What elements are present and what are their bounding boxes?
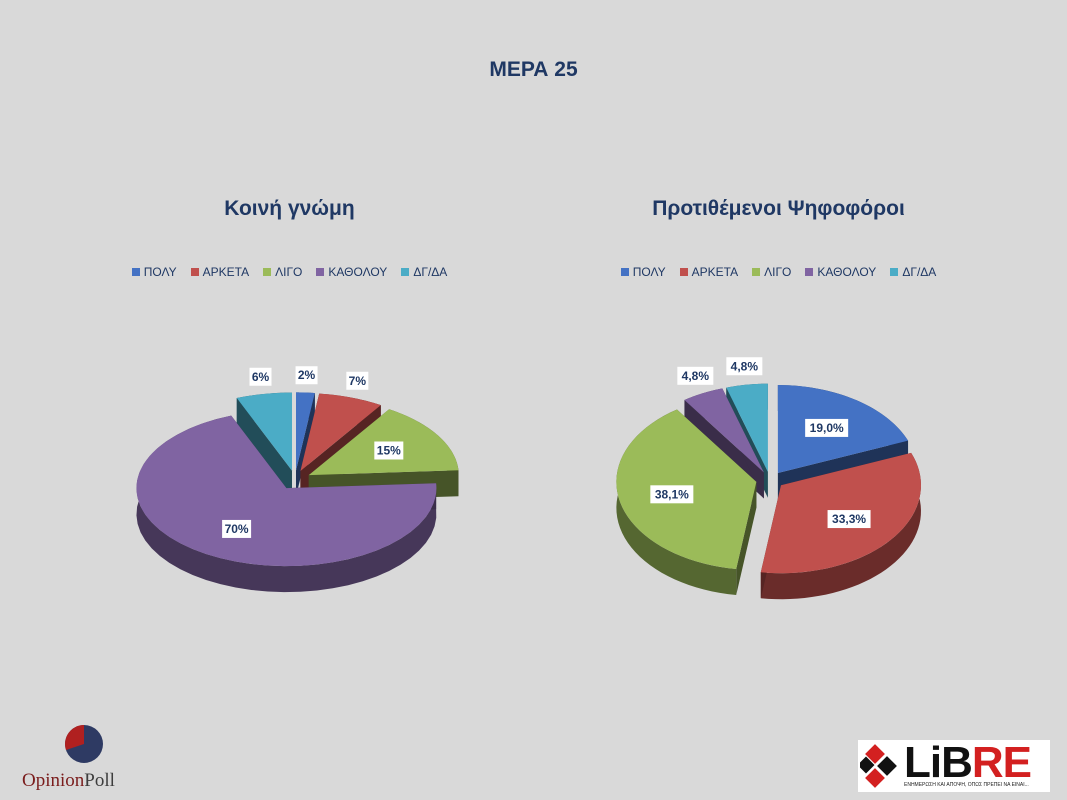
legend-swatch: [620, 268, 629, 276]
pie-slice-wall: [616, 409, 737, 595]
pie-slice-δγ/δα: [236, 392, 293, 497]
data-label: 15%: [374, 441, 404, 460]
opinionpoll-logo: OpinionPoll: [22, 722, 142, 792]
legend-swatch: [316, 268, 325, 276]
data-label: 33,3%: [827, 510, 871, 529]
legend-likely-voters: ΠΟΛΥ ΑΡΚΕΤΑ ΛΙΓΟ ΚΑΘΟΛΟΥ ΔΓ/ΔΑ: [512, 265, 1045, 279]
svg-text:38,1%: 38,1%: [655, 487, 689, 501]
legend-item-poly: ΠΟΛΥ: [620, 265, 666, 279]
legend-item-katholou: ΚΑΘΟΛΟΥ: [805, 265, 876, 279]
legend-label: ΛΙΓΟ: [764, 265, 792, 279]
legend-label: ΠΟΛΥ: [143, 265, 177, 279]
svg-text:4,8%: 4,8%: [731, 359, 759, 373]
legend-label: ΔΓ/ΔΑ: [413, 265, 448, 279]
legend-label: ΑΡΚΕΤΑ: [691, 265, 739, 279]
legend-swatch: [263, 268, 272, 276]
svg-text:33,3%: 33,3%: [832, 512, 866, 526]
pie-slice-top: [296, 392, 315, 471]
data-label: 4,8%: [677, 366, 714, 385]
libre-logo: LiBRE ΕΝΗΜΕΡΩΣΗ ΚΑΙ ΑΠΟΨΗ, ΟΠΩΣ ΠΡΕΠΕΙ Ν…: [858, 738, 1050, 792]
libre-logo-icon: [860, 744, 897, 788]
pie-slice-top: [236, 392, 293, 471]
data-label: 4,8%: [726, 357, 763, 376]
data-label: 38,1%: [650, 485, 694, 504]
legend-label: ΠΟΛΥ: [632, 265, 666, 279]
pie-slice-top: [300, 393, 381, 471]
page-title: ΜΕΡΑ 25: [489, 58, 578, 81]
legend-item-ligo: ΛΙΓΟ: [752, 265, 791, 279]
legend-label: ΔΓ/ΔΑ: [902, 265, 937, 279]
svg-text:70%: 70%: [225, 522, 249, 536]
legend-swatch: [131, 268, 140, 276]
legend-swatch: [890, 268, 899, 276]
legend-swatch: [805, 268, 814, 276]
data-label: 19,0%: [805, 418, 849, 437]
legend-item-dgda: ΔΓ/ΔΑ: [401, 265, 447, 279]
pie-slice-top: [726, 383, 768, 472]
svg-text:2%: 2%: [298, 368, 316, 382]
legend-swatch: [401, 268, 410, 276]
legend-swatch: [190, 268, 199, 276]
svg-text:4,8%: 4,8%: [682, 369, 710, 383]
opinionpoll-logo-icon: [65, 725, 103, 763]
legend-label: ΛΙΓΟ: [275, 265, 303, 279]
pie-slice-top: [684, 388, 764, 473]
legend-label: ΑΡΚΕΤΑ: [202, 265, 250, 279]
data-label: 70%: [222, 519, 252, 538]
pie-slice-side: [736, 481, 757, 595]
legend-item-dgda: ΔΓ/ΔΑ: [890, 265, 936, 279]
data-label: 7%: [346, 371, 369, 390]
data-label: 6%: [249, 367, 272, 386]
libre-logo-text: LiBRE: [904, 738, 1032, 787]
pie-slice-top: [136, 415, 437, 567]
legend-item-katholou: ΚΑΘΟΛΟΥ: [316, 265, 387, 279]
svg-text:7%: 7%: [349, 374, 367, 388]
legend-item-poly: ΠΟΛΥ: [131, 265, 177, 279]
legend-public-opinion: ΠΟΛΥ ΑΡΚΕΤΑ ΛΙΓΟ ΚΑΘΟΛΟΥ ΔΓ/ΔΑ: [23, 265, 556, 279]
svg-text:6%: 6%: [252, 370, 270, 384]
libre-tagline: ΕΝΗΜΕΡΩΣΗ ΚΑΙ ΑΠΟΨΗ, ΟΠΩΣ ΠΡΕΠΕΙ ΝΑ ΕΙΝΑ…: [904, 782, 1029, 788]
legend-swatch: [679, 268, 688, 276]
chart-title-public-opinion: Κοινή γνώμη: [224, 197, 355, 220]
pie-chart-likely-voters: 19,0% 33,3% 38,1% 4,8% 4,8%: [616, 357, 921, 600]
opinionpoll-logo-text: OpinionPoll: [22, 770, 115, 791]
pie-slice-καθολου: [136, 415, 437, 593]
pie-slice-side: [236, 398, 293, 497]
legend-item-ligo: ΛΙΓΟ: [263, 265, 302, 279]
legend-item-arketa: ΑΡΚΕΤΑ: [679, 265, 739, 279]
chart-title-likely-voters: Προτιθέμενοι Ψηφοφόροι: [652, 197, 905, 220]
legend-item-arketa: ΑΡΚΕΤΑ: [190, 265, 250, 279]
legend-label: ΚΑΘΟΛΟΥ: [817, 265, 877, 279]
svg-text:15%: 15%: [377, 443, 401, 457]
legend-label: ΚΑΘΟΛΟΥ: [328, 265, 388, 279]
data-label: 2%: [295, 366, 318, 385]
svg-text:19,0%: 19,0%: [810, 421, 844, 435]
pie-slice-wall: [760, 452, 921, 600]
legend-swatch: [752, 268, 761, 276]
pie-chart-public-opinion: 2% 7% 15% 70% 6%: [136, 366, 459, 593]
